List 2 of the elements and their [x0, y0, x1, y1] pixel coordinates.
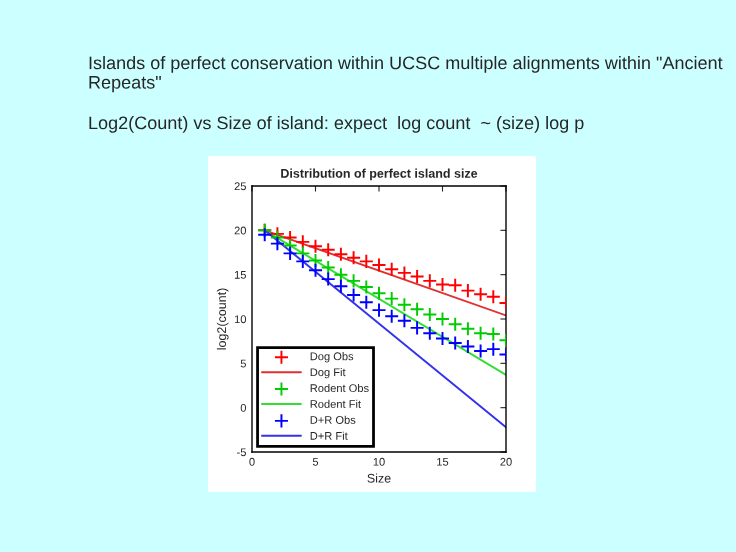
text: Log2(Count) vs Size of island: expect log count ~ (size) log p — [89, 116, 584, 133]
text: Islands of perfect conservation within UCSC multiple alignments within "Ancient Repeats" — [89, 56, 723, 93]
